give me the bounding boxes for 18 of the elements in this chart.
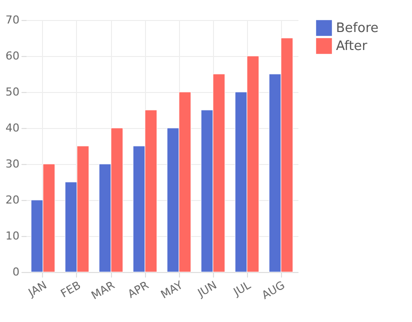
- x-tick-label: APR: [126, 278, 152, 301]
- x-tick-label: JUL: [230, 278, 254, 300]
- y-tick-label: 30: [6, 158, 20, 170]
- y-tick-label: 60: [6, 50, 20, 62]
- x-tick-label: FEB: [58, 278, 83, 300]
- y-tick-label: 10: [6, 230, 20, 242]
- legend-label: Before: [336, 21, 379, 36]
- y-tick-label: 50: [6, 86, 20, 98]
- x-tick-label: MAR: [89, 278, 118, 302]
- x-tick-label: AUG: [260, 278, 287, 302]
- x-tick-label: MAY: [158, 278, 186, 302]
- x-tick-label: JAN: [25, 278, 49, 300]
- y-tick-label: 70: [6, 14, 20, 26]
- y-tick-label: 40: [6, 122, 20, 134]
- legend-label: After: [336, 39, 368, 54]
- y-tick-label: 20: [6, 194, 20, 206]
- y-tick-label: 0: [12, 266, 20, 278]
- x-tick-label: JUN: [194, 278, 219, 300]
